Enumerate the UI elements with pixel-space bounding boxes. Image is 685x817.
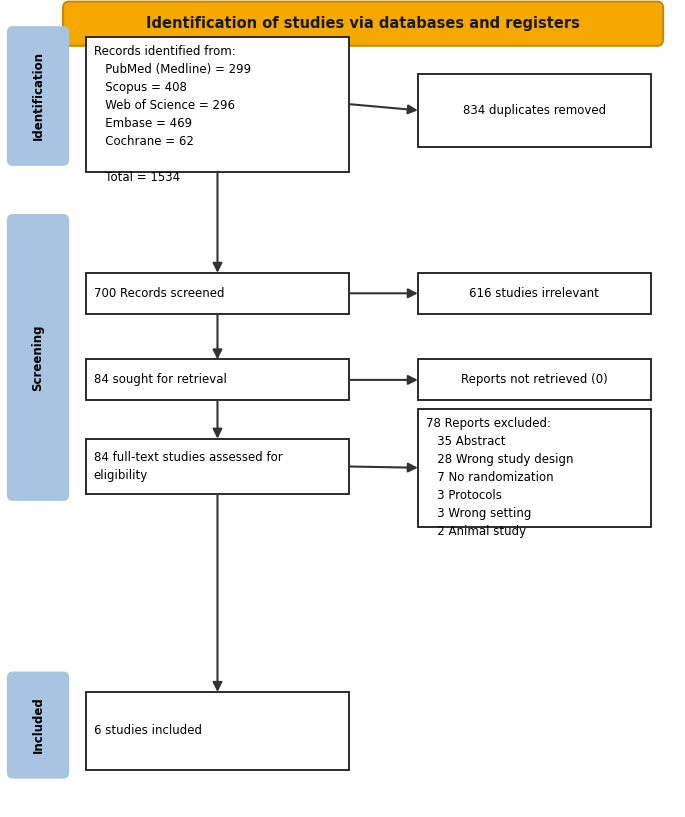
FancyBboxPatch shape: [418, 359, 651, 400]
FancyBboxPatch shape: [86, 359, 349, 400]
Text: Reports not retrieved (0): Reports not retrieved (0): [461, 373, 608, 386]
FancyBboxPatch shape: [418, 74, 651, 147]
Text: 616 studies irrelevant: 616 studies irrelevant: [469, 287, 599, 300]
FancyBboxPatch shape: [418, 273, 651, 314]
FancyBboxPatch shape: [7, 214, 69, 501]
Text: Included: Included: [32, 697, 45, 753]
FancyBboxPatch shape: [86, 273, 349, 314]
FancyBboxPatch shape: [86, 439, 349, 494]
Text: 6 studies included: 6 studies included: [94, 725, 202, 737]
Text: Screening: Screening: [32, 324, 45, 391]
FancyBboxPatch shape: [7, 26, 69, 166]
Text: Records identified from:
   PubMed (Medline) = 299
   Scopus = 408
   Web of Sci: Records identified from: PubMed (Medline…: [94, 45, 251, 184]
FancyBboxPatch shape: [63, 2, 663, 46]
Text: Identification of studies via databases and registers: Identification of studies via databases …: [146, 16, 580, 31]
Text: 84 sought for retrieval: 84 sought for retrieval: [94, 373, 227, 386]
FancyBboxPatch shape: [7, 672, 69, 779]
Text: 84 full-text studies assessed for
eligibility: 84 full-text studies assessed for eligib…: [94, 451, 283, 482]
FancyBboxPatch shape: [86, 37, 349, 172]
Text: 700 Records screened: 700 Records screened: [94, 287, 225, 300]
Text: 78 Reports excluded:
   35 Abstract
   28 Wrong study design
   7 No randomizati: 78 Reports excluded: 35 Abstract 28 Wron…: [426, 417, 573, 538]
Text: 834 duplicates removed: 834 duplicates removed: [463, 104, 606, 117]
Text: Identification: Identification: [32, 51, 45, 141]
FancyBboxPatch shape: [418, 408, 651, 527]
FancyBboxPatch shape: [86, 692, 349, 770]
